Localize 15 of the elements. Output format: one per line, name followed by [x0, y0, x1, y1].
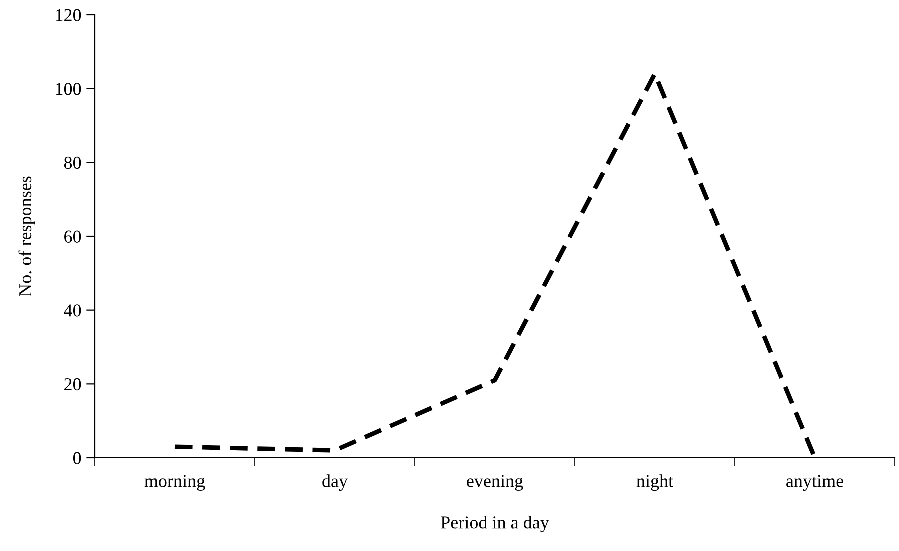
y-tick-label: 60 — [64, 230, 82, 243]
y-tick-label: 40 — [64, 304, 82, 317]
x-tick-label: anytime — [786, 475, 844, 492]
x-tick-label: day — [322, 474, 348, 492]
y-tick-label: 120 — [56, 9, 82, 22]
y-tick-label: 80 — [64, 156, 82, 170]
x-axis-title: Period in a day — [441, 516, 550, 533]
y-tick-label: 100 — [56, 83, 82, 96]
y-tick-label: 20 — [64, 378, 82, 391]
y-tick-label: 0 — [73, 452, 82, 464]
x-tick-label: night — [636, 474, 674, 492]
x-tick-label: morning — [144, 475, 206, 492]
line-series — [172, 72, 818, 458]
y-axis-title: No. of responses — [18, 176, 36, 296]
x-tick-label: evening — [467, 475, 524, 492]
